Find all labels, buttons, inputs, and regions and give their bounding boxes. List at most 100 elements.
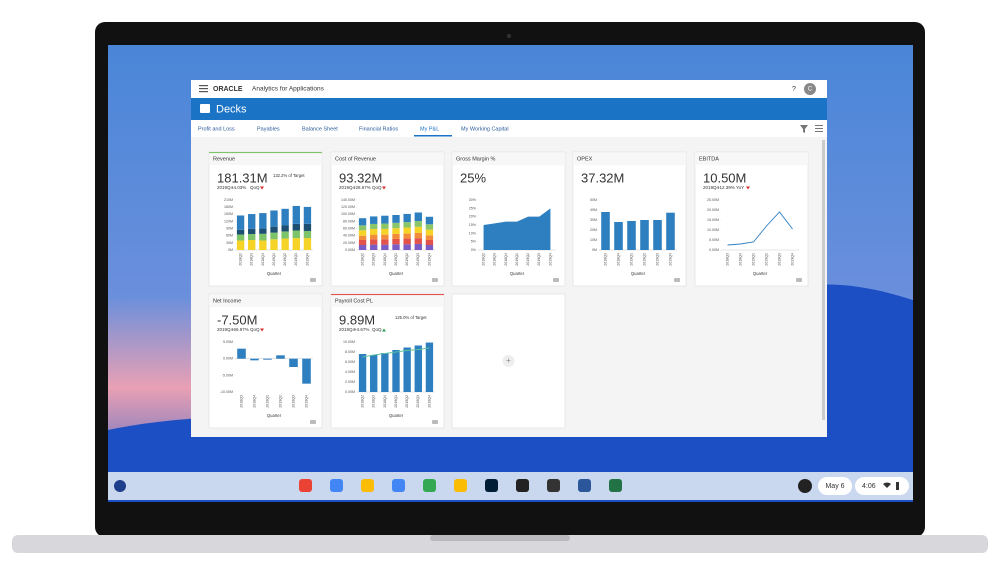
- bar-segment: [281, 231, 289, 239]
- bar-segment: [425, 240, 434, 245]
- x-tick-label: 2019Q2: [764, 253, 768, 266]
- y-tick-label: 100.00M: [341, 212, 355, 216]
- x-tick-label: 2019Q4: [305, 253, 309, 266]
- bar: [627, 221, 636, 250]
- y-tick-label: 150M: [224, 212, 233, 216]
- bar-segment: [259, 228, 267, 234]
- app-icon[interactable]: [547, 479, 560, 492]
- bar-segment: [358, 230, 367, 236]
- card-footer-icon[interactable]: [310, 278, 316, 282]
- bar-segment: [236, 240, 245, 250]
- app-icon[interactable]: [609, 479, 622, 492]
- bar: [250, 358, 259, 361]
- y-tick-label: 5.00M: [223, 340, 233, 344]
- tab[interactable]: Financial Ratios: [359, 126, 398, 132]
- x-tick-label: 2018Q4: [252, 395, 256, 408]
- card-footer-icon[interactable]: [674, 278, 680, 282]
- x-tick-label: 2018Q3: [239, 395, 243, 408]
- card-footer-icon[interactable]: [432, 420, 438, 424]
- bar: [289, 358, 298, 367]
- x-tick-label: 2019Q1: [265, 395, 269, 408]
- kpi-change: -66.97%: [232, 327, 249, 332]
- y-tick-label: 25%: [469, 206, 477, 210]
- bar-segment: [425, 229, 434, 236]
- bar-segment: [403, 222, 411, 228]
- x-tick-label: 2018Q4: [738, 253, 742, 266]
- status-dot[interactable]: [798, 479, 812, 493]
- y-tick-label: 0.00M: [709, 248, 719, 252]
- brand: ORACLE: [213, 86, 243, 93]
- app-icon[interactable]: [485, 479, 498, 492]
- x-tick-label: 2019Q3: [416, 253, 420, 266]
- scrollbar[interactable]: [822, 140, 825, 420]
- x-tick-label: 2019Q2: [278, 395, 282, 408]
- active-tab-underline: [414, 135, 452, 137]
- card-title: Gross Margin %: [456, 156, 496, 162]
- tab[interactable]: My P&L: [420, 126, 439, 132]
- y-tick-label: 15.00M: [707, 218, 719, 222]
- app-icon[interactable]: [423, 479, 436, 492]
- bar-segment: [270, 232, 278, 240]
- decks-icon: [200, 104, 210, 113]
- bar: [237, 348, 246, 359]
- bar-segment: [236, 234, 245, 241]
- tab[interactable]: My Working Capital: [461, 126, 509, 132]
- tab[interactable]: Balance Sheet: [302, 126, 338, 132]
- card-footer-icon[interactable]: [553, 278, 559, 282]
- bar: [403, 347, 411, 392]
- app-icon[interactable]: [578, 479, 591, 492]
- bar-segment: [392, 222, 400, 229]
- bar-segment: [381, 234, 389, 240]
- x-tick-label: 2019Q3: [777, 253, 781, 266]
- app-icon[interactable]: [330, 479, 343, 492]
- y-tick-label: 120.00M: [341, 205, 355, 209]
- bar-segment: [392, 238, 400, 245]
- help-button[interactable]: ?: [792, 86, 796, 93]
- trend-arrow: [260, 328, 264, 332]
- bar-segment: [236, 229, 245, 235]
- y-tick-label: 5%: [471, 240, 477, 244]
- card-footer-icon[interactable]: [432, 278, 438, 282]
- tab[interactable]: Profit and Loss: [198, 126, 235, 132]
- card[interactable]: OPEX 37.32M 0M 10M 20M 30M 40M 50M 2018Q3 2018Q4 2…: [572, 151, 687, 287]
- filter-icon[interactable]: [800, 125, 808, 133]
- app-icon[interactable]: [454, 479, 467, 492]
- menu-icon[interactable]: [199, 85, 208, 93]
- x-tick-label: 2018Q3: [372, 395, 376, 408]
- card[interactable]: Gross Margin % 25% 0% 5% 10% 15% 20% 25% 30% 2018…: [451, 151, 566, 287]
- avatar[interactable]: [804, 83, 816, 95]
- tab[interactable]: Payables: [257, 126, 280, 132]
- add-button[interactable]: [502, 355, 515, 367]
- app-icon[interactable]: [516, 479, 529, 492]
- app-icon[interactable]: [299, 479, 312, 492]
- bar-segment: [414, 226, 422, 233]
- app-header: [191, 80, 827, 98]
- list-icon[interactable]: [815, 125, 823, 132]
- bar-segment: [403, 238, 411, 245]
- y-tick-label: 20M: [590, 228, 597, 232]
- bar-segment: [303, 238, 312, 250]
- kpi-change-label: QoQ: [372, 327, 382, 332]
- wifi-icon: [883, 482, 891, 488]
- date-pill[interactable]: [818, 477, 852, 495]
- app-icon[interactable]: [392, 479, 405, 492]
- bar-segment: [358, 218, 367, 226]
- card-footer-icon[interactable]: [310, 420, 316, 424]
- x-tick-label: 2019Q1: [629, 253, 633, 266]
- app-icon[interactable]: [361, 479, 374, 492]
- launcher[interactable]: [114, 480, 126, 492]
- bar-segment: [425, 235, 434, 240]
- status-pill[interactable]: [855, 477, 909, 495]
- battery-icon: [896, 482, 899, 490]
- tab-bar: [191, 120, 827, 137]
- card-footer-icon[interactable]: [796, 278, 802, 282]
- y-tick-label: 0M: [228, 248, 233, 252]
- y-tick-label: 180M: [224, 205, 233, 209]
- bar: [392, 350, 400, 392]
- add-sign: +: [506, 356, 511, 365]
